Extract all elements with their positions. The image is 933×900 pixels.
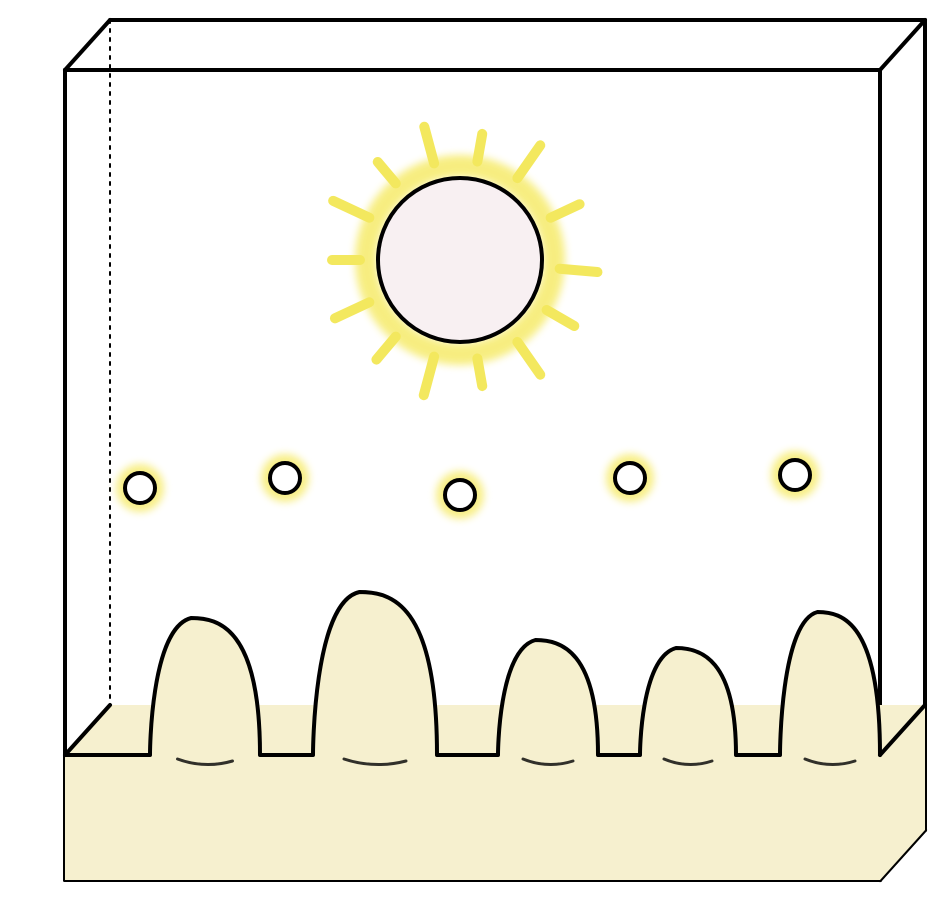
dot-1 [270,463,300,493]
sun-ray [477,358,482,386]
dot-2 [445,480,475,510]
sun-ray [560,269,598,272]
dot-3 [615,463,645,493]
sun-ray [477,134,482,162]
sun-disc [378,178,542,342]
dot-0 [125,473,155,503]
dot-4 [780,460,810,490]
